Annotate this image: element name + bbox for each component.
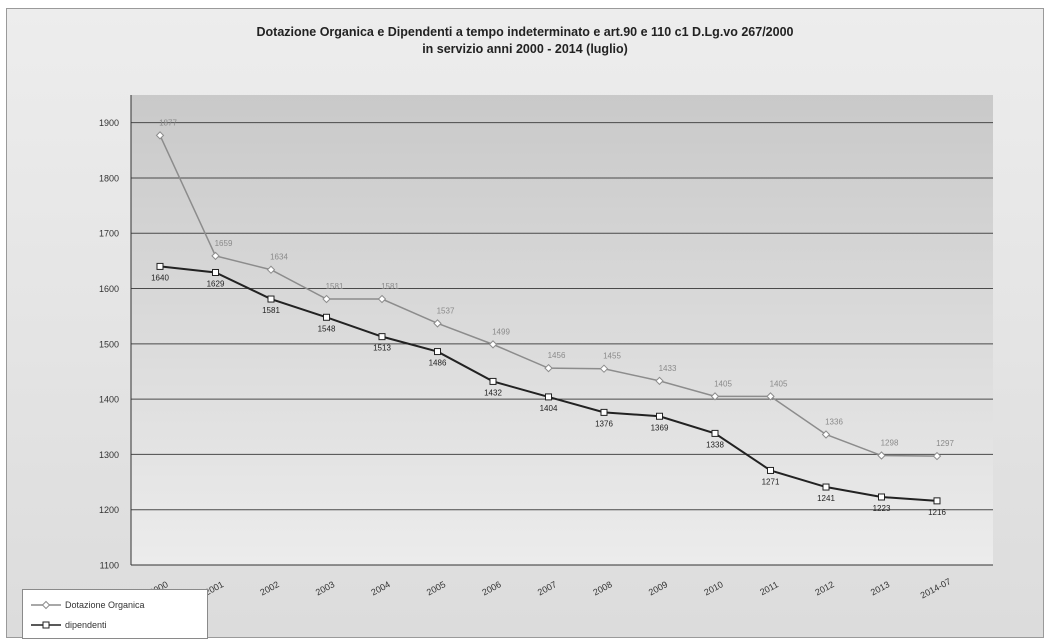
data-label: 1405	[714, 379, 732, 388]
series-point	[932, 451, 942, 461]
x-tick-label: 2010	[702, 579, 724, 597]
x-tick-label: 2002	[258, 579, 280, 597]
y-tick-label: 1500	[99, 339, 119, 349]
chart-title-line2: in servizio anni 2000 - 2014 (luglio)	[422, 42, 628, 56]
legend-label-dotazione: Dotazione Organica	[65, 600, 145, 610]
series-point	[323, 313, 330, 321]
data-label: 1216	[928, 508, 946, 517]
series-point	[711, 429, 719, 437]
data-label: 1548	[318, 324, 336, 333]
series-point	[212, 268, 219, 276]
series-point	[933, 497, 941, 505]
series-point	[544, 363, 553, 373]
series-point	[821, 430, 831, 439]
x-tick-label: 2008	[591, 579, 613, 597]
series-point	[767, 466, 774, 474]
series-point	[266, 265, 276, 274]
data-label: 1486	[429, 359, 447, 368]
series-point	[488, 340, 498, 349]
data-label: 1640	[151, 273, 169, 282]
series-point	[434, 348, 441, 356]
data-label: 1404	[540, 404, 558, 413]
y-tick-label: 1600	[99, 284, 119, 294]
data-label: 1369	[651, 423, 669, 432]
series-point	[710, 392, 720, 401]
data-label: 1634	[270, 253, 288, 262]
series-point	[267, 295, 275, 303]
series-point	[822, 483, 830, 491]
data-label: 1456	[548, 351, 566, 360]
y-tick-label: 1900	[99, 118, 119, 128]
data-label: 1629	[207, 279, 225, 288]
series-point	[878, 493, 885, 501]
data-label: 1581	[326, 282, 344, 291]
data-label: 1433	[659, 364, 677, 373]
data-label: 1298	[881, 439, 899, 448]
series-point	[656, 412, 663, 420]
legend-marker-dotazione	[31, 600, 61, 610]
data-label: 1223	[873, 504, 891, 513]
legend-marker-dipendenti	[31, 621, 61, 629]
series-point	[655, 376, 664, 386]
series-point	[378, 333, 386, 341]
data-label: 1877	[159, 118, 177, 127]
chart-title: Dotazione Organica e Dipendenti a tempo …	[0, 24, 1050, 58]
series-point	[877, 451, 886, 460]
legend-item-dipendenti: dipendenti	[31, 617, 107, 633]
legend-label-dipendenti: dipendenti	[65, 620, 107, 630]
y-tick-label: 1200	[99, 505, 119, 515]
series-point	[322, 294, 331, 304]
legend-item-dotazione: Dotazione Organica	[31, 597, 145, 613]
series-point	[489, 377, 497, 385]
y-tick-label: 1100	[100, 561, 119, 571]
data-label: 1499	[492, 327, 510, 336]
x-tick-label: 2013	[869, 579, 891, 597]
x-tick-label: 2014-07	[919, 576, 953, 600]
data-label: 1336	[825, 418, 843, 427]
data-label: 1581	[381, 282, 399, 291]
x-tick-label: 2007	[536, 579, 558, 597]
y-tick-label: 1700	[99, 229, 119, 239]
data-label: 1659	[215, 239, 233, 248]
x-tick-label: 2009	[647, 579, 669, 597]
series-point	[155, 131, 165, 140]
series-point	[766, 392, 775, 401]
x-tick-label: 2005	[425, 579, 447, 597]
series-point	[211, 251, 220, 261]
series-point	[599, 364, 609, 373]
x-tick-label: 2003	[314, 579, 336, 597]
series-point	[156, 262, 164, 270]
y-tick-label: 1300	[99, 450, 119, 460]
data-label: 1241	[817, 494, 835, 503]
legend: Dotazione Organica dipendenti	[22, 589, 208, 639]
data-label: 1432	[484, 388, 502, 397]
x-tick-label: 2011	[758, 579, 780, 597]
data-label: 1513	[373, 344, 391, 353]
x-tick-label: 2012	[813, 579, 835, 597]
chart-title-line1: Dotazione Organica e Dipendenti a tempo …	[256, 25, 794, 39]
data-label: 1537	[437, 306, 455, 315]
y-tick-label: 1400	[99, 395, 119, 405]
y-tick-label: 1800	[99, 173, 119, 183]
data-label: 1271	[762, 477, 780, 486]
x-tick-label: 2004	[369, 579, 391, 597]
x-tick-label: 2006	[480, 579, 502, 597]
data-label: 1376	[595, 419, 613, 428]
data-label: 1455	[603, 352, 621, 361]
plot-area	[131, 95, 993, 565]
series-point	[600, 408, 608, 416]
data-label: 1297	[936, 439, 954, 448]
series-point	[545, 393, 552, 401]
data-label: 1338	[706, 440, 724, 449]
series-point	[433, 319, 442, 328]
data-label: 1405	[770, 379, 788, 388]
series-point	[377, 294, 387, 304]
data-label: 1581	[262, 306, 280, 315]
